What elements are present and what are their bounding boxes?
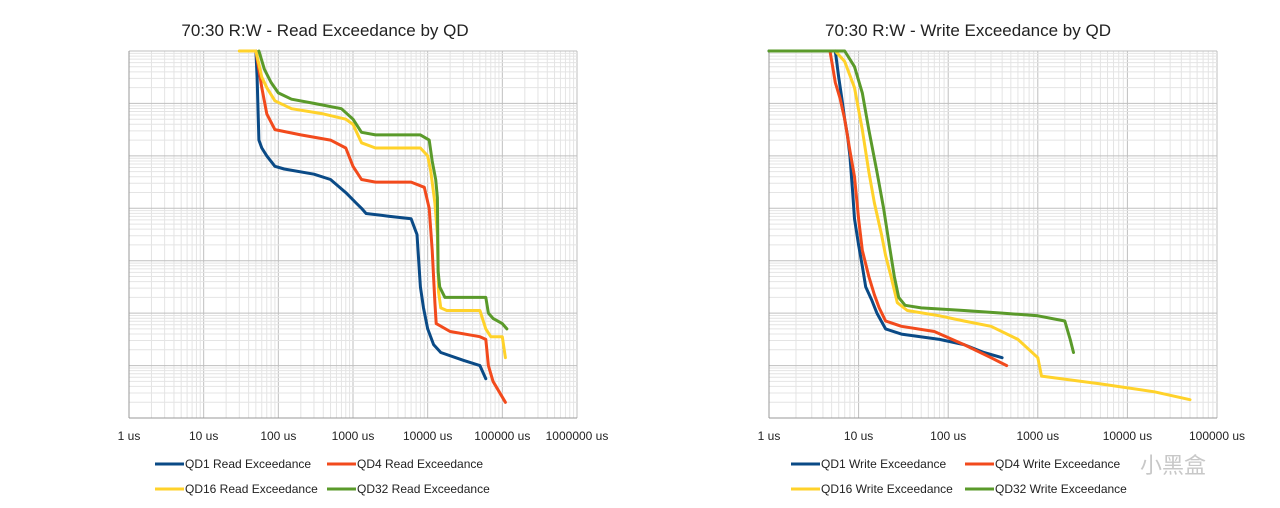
- watermark-text: 小黑盒: [1140, 454, 1206, 479]
- legend-label: QD16 Write Exceedance: [821, 482, 953, 496]
- legend-label: QD1 Write Exceedance: [821, 457, 946, 471]
- series-line-qd16: [833, 49, 1192, 402]
- chart-title: 70:30 R:W - Read Exceedance by QD: [181, 21, 468, 40]
- legend-item: QD1 Read Exceedance: [155, 457, 311, 471]
- x-tick-label: 10 us: [189, 429, 218, 443]
- series-group: [767, 49, 1192, 402]
- series-line-qd4: [254, 49, 507, 404]
- legend-item: QD16 Read Exceedance: [155, 482, 318, 496]
- legend-label: QD32 Read Exceedance: [357, 482, 490, 496]
- x-tick-label: 1000 us: [332, 429, 375, 443]
- x-tick-label: 1000000 us: [546, 429, 609, 443]
- x-tick-label: 10000 us: [403, 429, 452, 443]
- legend-item: QD32 Write Exceedance: [965, 482, 1127, 496]
- grid: [128, 50, 578, 419]
- x-tick-label: 100000 us: [474, 429, 530, 443]
- x-tick-label: 1 us: [118, 429, 141, 443]
- legend: QD1 Read Exceedance QD4 Read Exceedance QD…: [155, 457, 490, 496]
- legend-label: QD16 Read Exceedance: [185, 482, 318, 496]
- legend-item: QD4 Write Exceedance: [965, 457, 1120, 471]
- series-line-qd32: [257, 49, 509, 331]
- chart-title: 70:30 R:W - Write Exceedance by QD: [825, 21, 1111, 40]
- x-tick-label: 10000 us: [1103, 429, 1152, 443]
- series-group: [237, 49, 509, 404]
- x-tick-label: 100 us: [930, 429, 966, 443]
- legend-label: QD32 Write Exceedance: [995, 482, 1127, 496]
- legend-label: QD4 Read Exceedance: [357, 457, 483, 471]
- read-exceedance-chart: 70:30 R:W - Read Exceedance by QD 1 us 10 …: [118, 21, 609, 496]
- write-exceedance-chart: 70:30 R:W - Write Exceedance by QD 1 us 10…: [758, 21, 1245, 496]
- grid: [768, 50, 1218, 419]
- x-tick-label: 10 us: [844, 429, 873, 443]
- series-line-qd4: [828, 49, 1009, 368]
- x-tick-label: 100000 us: [1189, 429, 1245, 443]
- series-line-qd32: [767, 49, 1075, 354]
- legend-item: QD16 Write Exceedance: [791, 482, 953, 496]
- legend-item: QD32 Read Exceedance: [327, 482, 490, 496]
- legend-item: QD1 Write Exceedance: [791, 457, 946, 471]
- legend-label: QD4 Write Exceedance: [995, 457, 1120, 471]
- series-line-qd16: [237, 49, 507, 360]
- legend-label: QD1 Read Exceedance: [185, 457, 311, 471]
- series-line-qd1: [254, 49, 488, 381]
- x-tick-label: 1000 us: [1016, 429, 1059, 443]
- legend: QD1 Write Exceedance QD4 Write Exceedance…: [791, 457, 1127, 496]
- x-tick-label: 1 us: [758, 429, 781, 443]
- legend-item: QD4 Read Exceedance: [327, 457, 483, 471]
- x-tick-label: 100 us: [260, 429, 296, 443]
